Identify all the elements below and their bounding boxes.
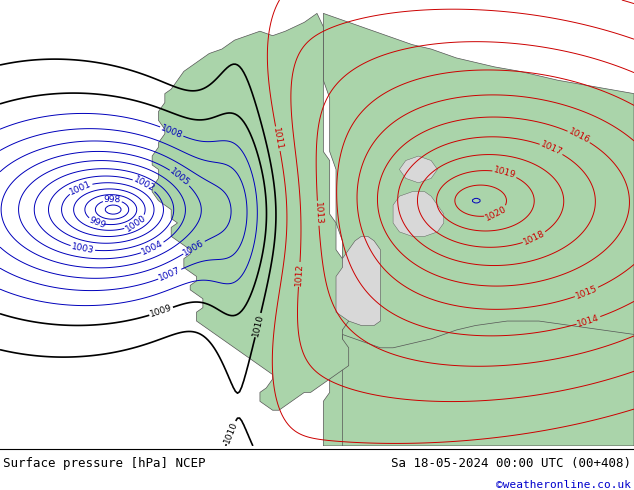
Text: 1004: 1004 bbox=[140, 239, 165, 257]
Text: 1014: 1014 bbox=[576, 313, 601, 328]
Polygon shape bbox=[399, 156, 437, 183]
Text: 999: 999 bbox=[88, 215, 107, 230]
Polygon shape bbox=[152, 13, 349, 410]
Text: 1010: 1010 bbox=[223, 420, 239, 445]
Text: 1002: 1002 bbox=[132, 175, 157, 194]
Text: Sa 18-05-2024 00:00 UTC (00+408): Sa 18-05-2024 00:00 UTC (00+408) bbox=[391, 457, 631, 470]
Text: 1012: 1012 bbox=[294, 263, 304, 286]
Text: 1011: 1011 bbox=[271, 126, 284, 151]
Polygon shape bbox=[336, 236, 380, 325]
Text: 1000: 1000 bbox=[124, 214, 148, 234]
Text: 1007: 1007 bbox=[157, 266, 182, 283]
Text: 1010: 1010 bbox=[251, 313, 265, 337]
Polygon shape bbox=[342, 321, 634, 446]
Text: 1018: 1018 bbox=[522, 229, 547, 247]
Text: 1005: 1005 bbox=[168, 167, 191, 188]
Polygon shape bbox=[323, 13, 634, 446]
Text: 1008: 1008 bbox=[159, 123, 184, 140]
Text: 1017: 1017 bbox=[539, 140, 564, 158]
Text: 1003: 1003 bbox=[70, 242, 95, 255]
Text: 1020: 1020 bbox=[484, 204, 508, 222]
Text: 998: 998 bbox=[104, 196, 121, 205]
Polygon shape bbox=[393, 192, 444, 236]
Text: 1001: 1001 bbox=[68, 179, 93, 196]
Text: 1016: 1016 bbox=[567, 127, 591, 146]
Text: 1013: 1013 bbox=[313, 201, 323, 225]
Text: 1019: 1019 bbox=[493, 166, 517, 180]
Text: 1009: 1009 bbox=[149, 303, 174, 319]
Text: ©weatheronline.co.uk: ©weatheronline.co.uk bbox=[496, 480, 631, 490]
Text: 1015: 1015 bbox=[574, 284, 599, 301]
Text: Surface pressure [hPa] NCEP: Surface pressure [hPa] NCEP bbox=[3, 457, 205, 470]
Text: 1006: 1006 bbox=[182, 238, 206, 257]
